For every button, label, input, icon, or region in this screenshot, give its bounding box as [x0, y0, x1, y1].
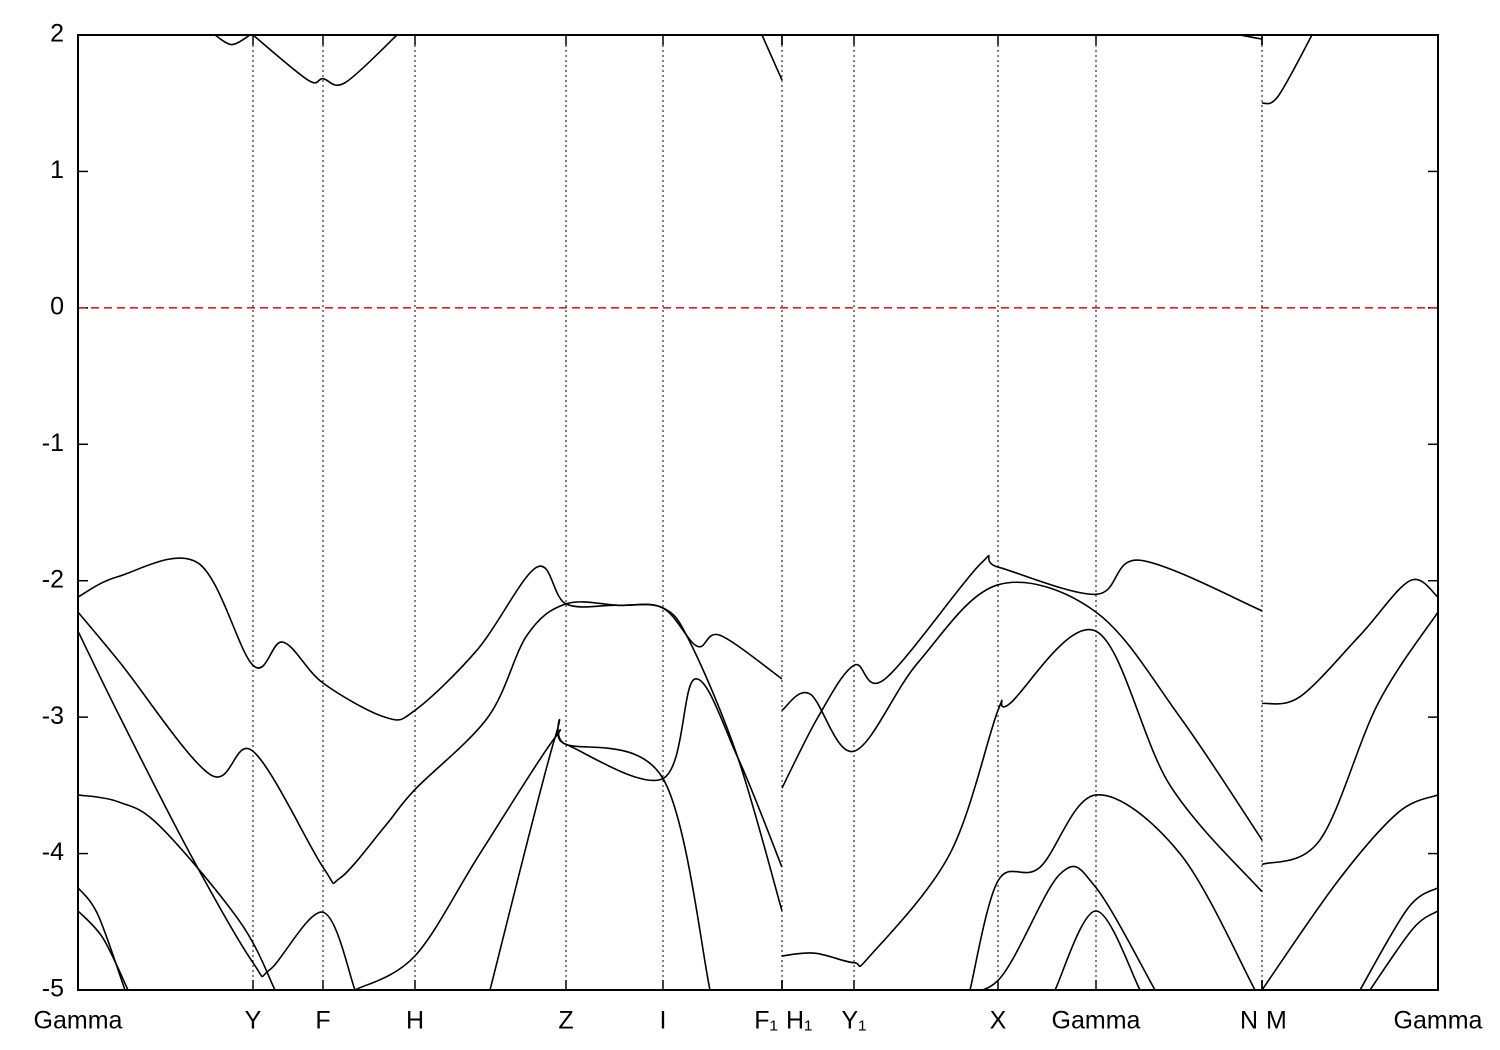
band-line — [214, 35, 251, 46]
band-line — [781, 581, 1263, 841]
band-line — [78, 601, 783, 912]
x-tick-label: Y — [245, 1007, 262, 1035]
band-line — [252, 35, 398, 87]
band-line — [489, 719, 711, 990]
bands — [78, 35, 1438, 990]
x-tick-label: M — [1266, 1007, 1287, 1035]
band-line — [1369, 910, 1438, 990]
y-tick-label: -4 — [42, 838, 64, 866]
band-line — [1261, 611, 1438, 866]
band-line — [969, 794, 1256, 990]
x-tick-label: I — [660, 1007, 667, 1035]
x-tick-label: Gamma — [1052, 1007, 1141, 1035]
band-line — [78, 557, 783, 721]
band-line — [781, 628, 1263, 968]
y-tick-label: -2 — [42, 565, 64, 593]
y-tick-label: -5 — [42, 975, 64, 1003]
band-line — [78, 887, 126, 990]
x-tick-label: H₁ — [786, 1007, 813, 1035]
x-tick-label: Y₁ — [841, 1007, 866, 1035]
band-line — [1261, 35, 1313, 105]
band-line — [78, 630, 356, 990]
y-tick-label: 1 — [50, 156, 64, 184]
y-tick-label: -3 — [42, 702, 64, 730]
x-tick-label: Gamma — [1394, 1007, 1483, 1035]
band-line — [1359, 886, 1438, 990]
plot-frame — [77, 34, 1439, 991]
y-tick-label: -1 — [42, 429, 64, 457]
x-tick-label: F₁ — [754, 1007, 778, 1035]
x-tick-label: X — [990, 1007, 1007, 1035]
band-line — [1261, 578, 1438, 705]
y-tick-label: 0 — [50, 292, 64, 320]
x-tick-label: H — [406, 1007, 424, 1035]
band-line — [78, 910, 129, 990]
band-line — [1054, 910, 1141, 990]
x-tick-label: N — [1240, 1007, 1258, 1035]
y-tick-label: 2 — [50, 20, 64, 48]
band-line — [1261, 794, 1438, 990]
band-line — [944, 865, 1156, 990]
band-line — [781, 554, 1263, 789]
x-tick-label: Z — [558, 1007, 573, 1035]
x-tick-label: F — [315, 1007, 330, 1035]
band-line — [761, 35, 783, 81]
band-line — [78, 794, 276, 990]
x-tick-label: Gamma — [34, 1007, 123, 1035]
band-line — [354, 678, 783, 990]
